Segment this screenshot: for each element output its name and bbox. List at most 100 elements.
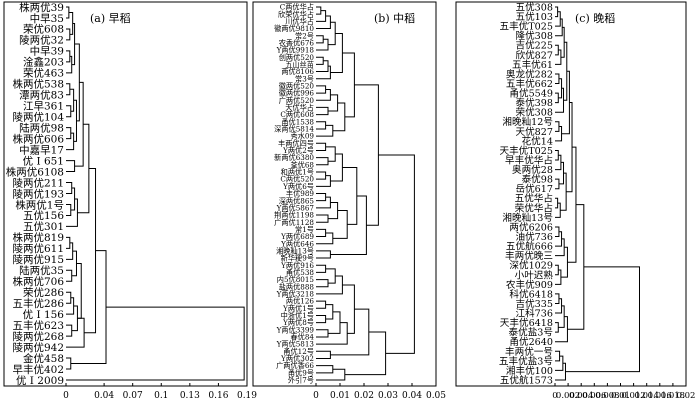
- leaf-label: 甬优538: [286, 268, 315, 277]
- leaf-label: 五丰优662: [506, 78, 553, 90]
- leaf-label: 陵两优915: [12, 253, 64, 266]
- dendrogram-branch: [555, 92, 559, 104]
- leaf-label: 广两优520: [279, 96, 315, 105]
- leaf-label: 常1号: [295, 225, 314, 234]
- leaf-label: 深两优5814: [274, 125, 314, 134]
- leaf-label: 陵两优193: [12, 187, 64, 200]
- leaf-label: 甬优2640: [509, 336, 553, 348]
- dendrogram-branch: [330, 32, 343, 73]
- panel-frame: [455, 1, 687, 387]
- leaf-label: 两优126: [286, 297, 315, 306]
- leaf-label: 五优308: [516, 1, 554, 13]
- dendrogram-branch: [316, 365, 334, 374]
- leaf-label: 中早35: [30, 12, 64, 25]
- dendrogram-branch: [342, 52, 355, 118]
- leaf-label: 天丰优T025: [500, 145, 554, 157]
- dendrogram-branch: [555, 322, 559, 333]
- leaf-label: 奥两优28: [512, 164, 553, 176]
- dendrogram-branch: [555, 298, 563, 314]
- dendrogram-branch: [325, 146, 336, 162]
- leaf-label: 农香优676: [279, 38, 315, 47]
- leaf-label: 五优航666: [506, 241, 553, 253]
- dendrogram-branch: [555, 231, 563, 247]
- dendrogram-branch: [316, 56, 324, 65]
- panel-b-middle-rice: (b) 中稻C两优华占欣荣优华占川优华占徽两优9810常2号农香优676Y两优9…: [252, 1, 446, 401]
- dendrogram-branch: [316, 157, 329, 166]
- dendrogram-branch: [66, 132, 75, 151]
- leaf-label: 江早361: [23, 101, 64, 113]
- leaf-label: Y两优916: [280, 261, 314, 270]
- leaf-label: 五优103: [516, 11, 554, 23]
- dendrogram-branch: [316, 121, 327, 130]
- x-tick-label: 0.05: [426, 391, 446, 401]
- leaf-label: 丰优989: [286, 189, 315, 198]
- dendrogram-branch: [316, 15, 331, 30]
- leaf-label: 天优827: [516, 126, 554, 138]
- leaf-label: 五优华占: [515, 193, 553, 205]
- leaf-label: 川优华占: [285, 17, 314, 26]
- leaf-label: 奥龙优282: [506, 68, 553, 80]
- leaf-label: 五优156: [23, 209, 64, 222]
- leaf-label: Y两优646: [280, 239, 314, 248]
- leaf-label: 深两优865: [279, 196, 315, 205]
- dendrogram-branch: [555, 6, 559, 18]
- leaf-label: 株两优39: [19, 1, 64, 14]
- x-tick-label: 0.004: [569, 391, 593, 401]
- dendrogram-branch: [555, 121, 560, 132]
- leaf-label: 两优6206: [509, 221, 553, 233]
- leaf-label: 丰两优四号: [278, 139, 314, 148]
- leaf-label: 金优458: [23, 352, 64, 365]
- leaf-label: Y两优302: [280, 354, 314, 363]
- dendrogram-branch: [316, 300, 327, 309]
- leaf-label: 和两优1号: [281, 168, 314, 177]
- leaf-label: 中浙优1号: [281, 311, 314, 320]
- leaf-label: 五山丝苗: [285, 60, 314, 69]
- x-tick-label: 0.13: [180, 391, 200, 401]
- dendrogram-branch: [325, 268, 336, 284]
- leaf-label: 荣优608: [23, 23, 64, 36]
- leaf-label: 中嘉早17: [19, 143, 64, 156]
- leaf-label: 欣荣优华占: [278, 10, 314, 19]
- leaf-label: 深优1029: [509, 260, 553, 272]
- leaf-label: 优 I 2009: [16, 374, 64, 387]
- leaf-label: 新华粳9号: [281, 254, 314, 263]
- leaf-label: 甬优9号: [288, 368, 314, 377]
- leaf-label: 农丰优909: [506, 279, 553, 291]
- leaf-label: 株两优538: [12, 78, 64, 91]
- x-tick-label: 0.02: [677, 391, 696, 401]
- x-tick-label: 0.19: [237, 391, 257, 401]
- dendrogram-branch: [342, 284, 355, 334]
- dendrogram-branch: [565, 266, 640, 373]
- leaf-label: Y两优3218: [276, 290, 315, 299]
- leaf-label: 创两优520: [279, 53, 315, 62]
- x-tick-label: 0.016: [648, 391, 672, 401]
- leaf-label: 五丰优61: [512, 59, 553, 71]
- leaf-label: 小叶迟熟: [515, 269, 554, 281]
- dendrogram-branch: [316, 275, 343, 295]
- dendrogram-branch: [66, 317, 85, 348]
- leaf-label: 荣优308: [516, 107, 554, 119]
- leaf-label: 天丰优6418: [500, 317, 553, 329]
- dendrogram-branch: [555, 316, 568, 343]
- dendrogram-branch: [342, 166, 358, 225]
- dendrogram-branch: [66, 198, 78, 227]
- leaf-label: 两优8106: [281, 67, 314, 76]
- leaf-label: 湘晚籼13号: [502, 212, 553, 224]
- dendrogram-branch: [316, 214, 329, 223]
- dendrogram-branch: [66, 297, 75, 315]
- dendrogram-branch: [316, 85, 327, 94]
- dendrogram-branch: [555, 197, 559, 209]
- leaf-label: 陵两优104: [12, 110, 64, 123]
- leaf-label: 科优6418: [509, 288, 553, 300]
- dendrogram-branch: [555, 226, 560, 238]
- dendrogram-branch: [66, 269, 73, 282]
- leaf-label: 五丰优286: [12, 297, 64, 310]
- dendrogram-branch: [330, 308, 370, 356]
- dendrogram-branch: [378, 154, 415, 354]
- dendrogram-branch: [316, 232, 334, 245]
- leaf-label: C两优华占: [280, 3, 314, 12]
- dendrogram-branch: [330, 153, 343, 182]
- dendrogram-branch: [325, 304, 334, 320]
- leaf-label: 荆两优1198: [274, 211, 314, 220]
